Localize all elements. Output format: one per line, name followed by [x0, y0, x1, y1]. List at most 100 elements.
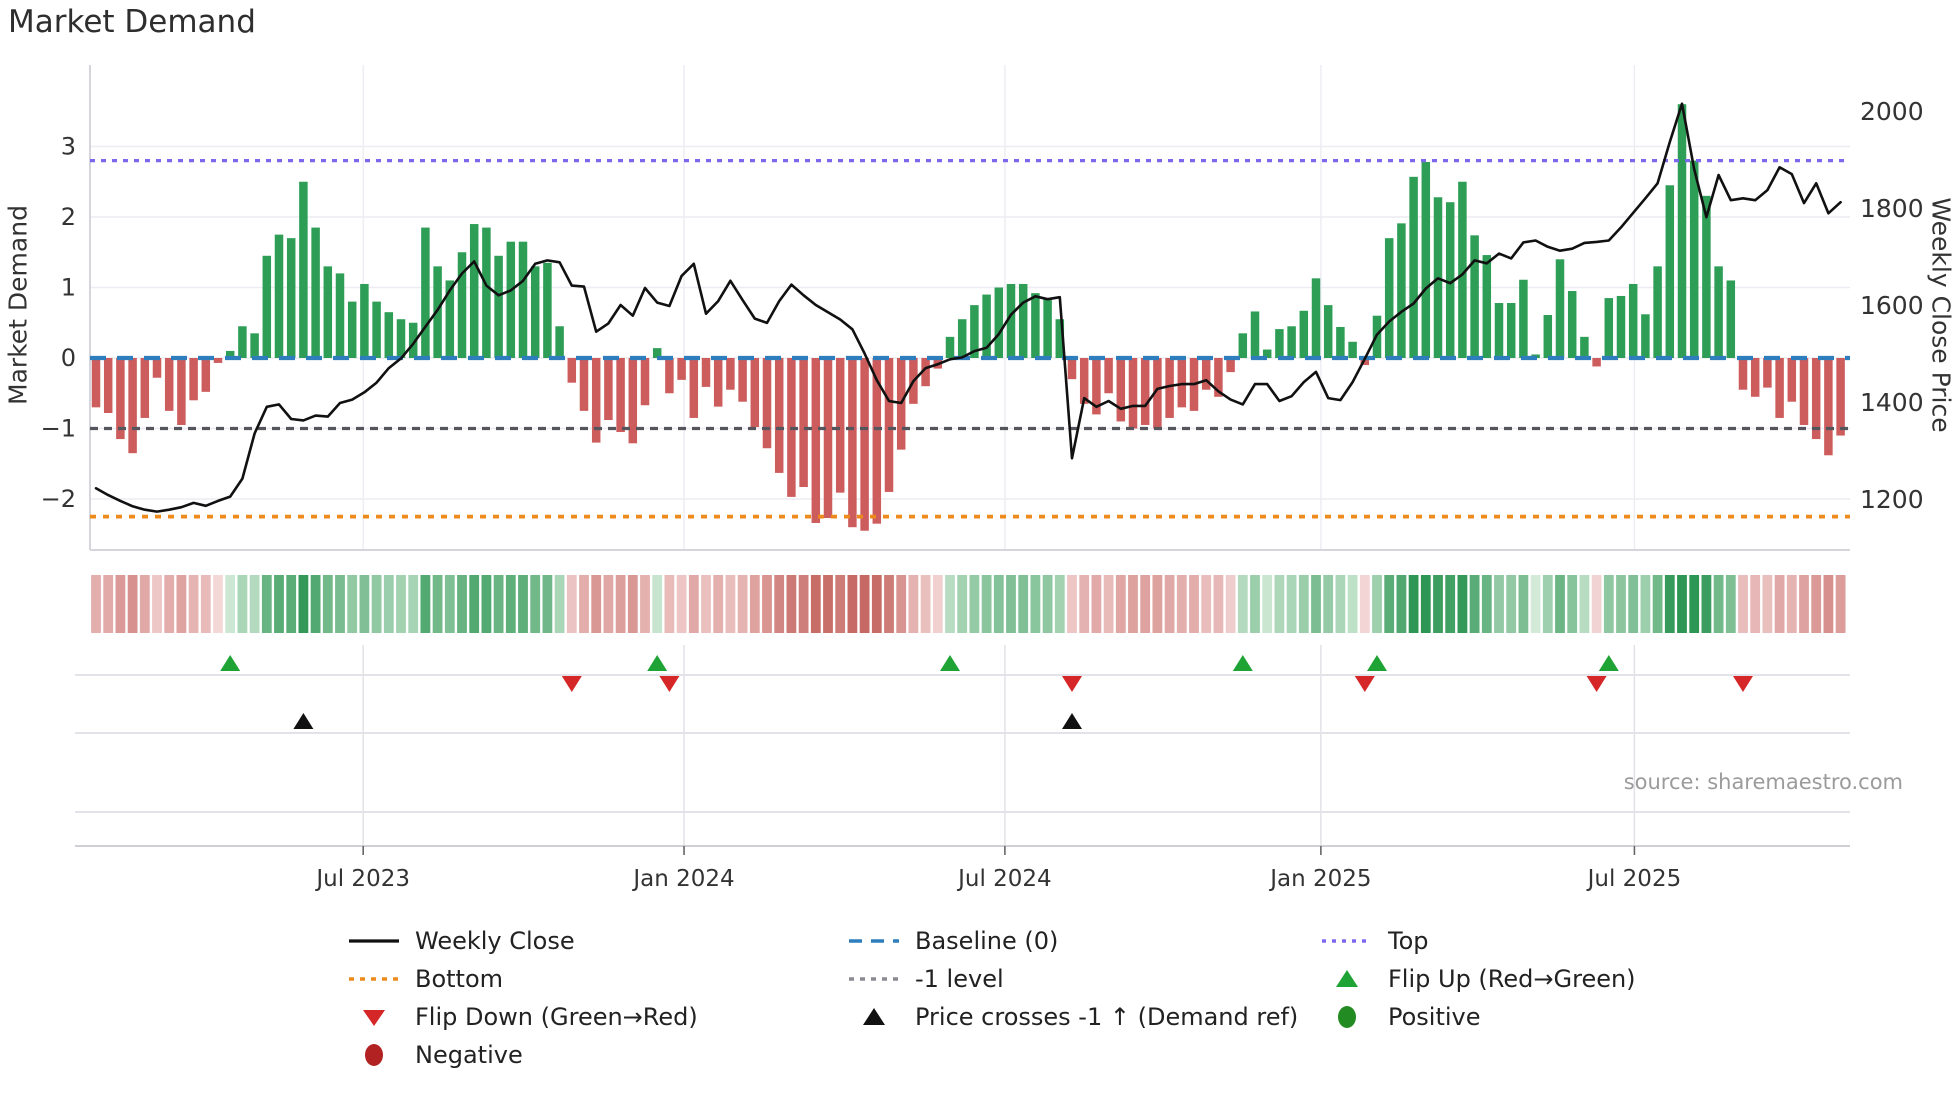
demand-bar-negative	[1177, 358, 1187, 408]
heatmap-cell	[1628, 575, 1639, 633]
demand-bar-negative	[848, 358, 857, 528]
heatmap-cell	[798, 575, 809, 633]
triangle-up-green-legend-swatch	[1318, 966, 1376, 992]
heatmap-cell	[1408, 575, 1419, 633]
demand-bar-positive	[1262, 349, 1272, 358]
heatmap-cell	[1835, 575, 1846, 633]
heatmap-cell	[1799, 575, 1809, 633]
heatmap-cell	[310, 575, 321, 633]
heatmap-cell	[91, 575, 101, 633]
dotted-purple-legend-swatch	[1318, 928, 1376, 954]
demand-bar-negative	[713, 358, 723, 407]
legend-column-1: Weekly Close Bottom Flip Down (Green→Red) N…	[345, 922, 698, 1074]
heatmap-cell	[493, 575, 504, 633]
price-cross-marker	[1062, 713, 1082, 729]
heatmap-cell	[1494, 575, 1504, 633]
heatmap-cell	[1311, 575, 1321, 633]
demand-bar-positive	[347, 301, 357, 358]
demand-bar-positive	[1250, 311, 1260, 358]
demand-bar-negative	[640, 358, 650, 406]
demand-bar-positive	[250, 333, 259, 358]
demand-bar-negative	[628, 358, 638, 444]
demand-bar-negative	[1799, 358, 1809, 425]
right-axis-tick: 1400	[1860, 388, 1924, 417]
heatmap-cell	[615, 575, 626, 633]
demand-bar-positive	[518, 241, 528, 358]
demand-bar-positive	[970, 305, 979, 358]
left-axis-tick: −1	[41, 415, 76, 443]
circle-green-legend-swatch	[1318, 1004, 1376, 1030]
legend-label: Weekly Close	[415, 927, 575, 955]
dotted-gray-legend-swatch	[845, 966, 903, 992]
demand-bar-negative	[1824, 358, 1833, 456]
demand-bar-positive	[543, 262, 552, 358]
legend-label: Bottom	[415, 965, 504, 993]
demand-bar-negative	[1128, 358, 1138, 429]
demand-bar-positive	[1348, 341, 1357, 358]
heatmap-cell	[286, 575, 297, 633]
heatmap-cell	[554, 575, 565, 633]
heatmap-cell	[274, 575, 284, 633]
demand-bar-positive	[323, 266, 333, 358]
heatmap-cell	[884, 575, 894, 633]
demand-bar-positive	[396, 319, 406, 358]
flip-up-marker	[1598, 655, 1619, 671]
heatmap-cell	[1140, 575, 1151, 633]
flip-down-marker	[1733, 676, 1753, 692]
heatmap-cell	[469, 575, 480, 633]
demand-bar-negative	[116, 358, 125, 440]
legend-item: Top	[1318, 922, 1636, 960]
heatmap-cell	[530, 575, 541, 633]
demand-bar-negative	[1763, 358, 1772, 388]
flip-down-marker	[561, 676, 582, 692]
heatmap-cell	[640, 575, 650, 633]
x-axis-tick: Jul 2025	[1586, 866, 1682, 892]
heatmap-cell	[103, 575, 114, 633]
demand-bar-positive	[1494, 303, 1504, 358]
demand-bar-positive	[1702, 195, 1711, 358]
flip-up-marker	[940, 655, 960, 671]
heatmap-cell	[1164, 575, 1175, 633]
heatmap-cell	[1128, 575, 1138, 633]
heatmap-cell	[1006, 575, 1016, 633]
heatmap-cell	[213, 575, 223, 633]
left-axis-title: Market Demand	[3, 205, 33, 405]
demand-bar-positive	[360, 283, 369, 358]
heatmap-cell	[481, 575, 492, 633]
heatmap-cell	[261, 575, 272, 633]
heatmap-cell	[1786, 575, 1797, 633]
demand-bar-positive	[1543, 314, 1553, 358]
right-axis-tick: 2000	[1860, 97, 1924, 126]
demand-bar-positive	[1287, 326, 1296, 358]
legend-label: -1 level	[915, 965, 1004, 993]
heatmap-cell	[774, 575, 785, 633]
heatmap-cell	[1396, 575, 1407, 633]
heatmap-cell	[1506, 575, 1517, 633]
flip-down-marker	[1354, 676, 1375, 692]
heatmap-cell	[1250, 575, 1260, 633]
chart-legend: Weekly Close Bottom Flip Down (Green→Red) N…	[0, 922, 1960, 1082]
heatmap-cell	[420, 575, 431, 633]
heatmap-cell	[1677, 575, 1687, 633]
heatmap-cell	[1420, 575, 1431, 633]
demand-bar-positive	[384, 312, 394, 358]
heatmap-cell	[676, 575, 687, 633]
demand-bar-positive	[1641, 314, 1650, 358]
heatmap-cell	[1725, 575, 1736, 633]
demand-bar-positive	[445, 280, 455, 358]
legend-label: Top	[1388, 927, 1429, 955]
heatmap-cell	[200, 575, 211, 633]
demand-bar-negative	[140, 358, 150, 418]
heatmap-cell	[1152, 575, 1163, 633]
demand-bar-positive	[433, 266, 442, 358]
heatmap-cell	[383, 575, 394, 633]
heatmap-cell	[908, 575, 919, 633]
heatmap-cell	[152, 575, 162, 633]
demand-bar-negative	[823, 358, 833, 519]
demand-bar-positive	[1677, 104, 1687, 358]
heatmap-cell	[713, 575, 724, 633]
demand-bar-negative	[799, 358, 808, 488]
heatmap-cell	[1469, 575, 1480, 633]
demand-bar-negative	[213, 358, 223, 363]
